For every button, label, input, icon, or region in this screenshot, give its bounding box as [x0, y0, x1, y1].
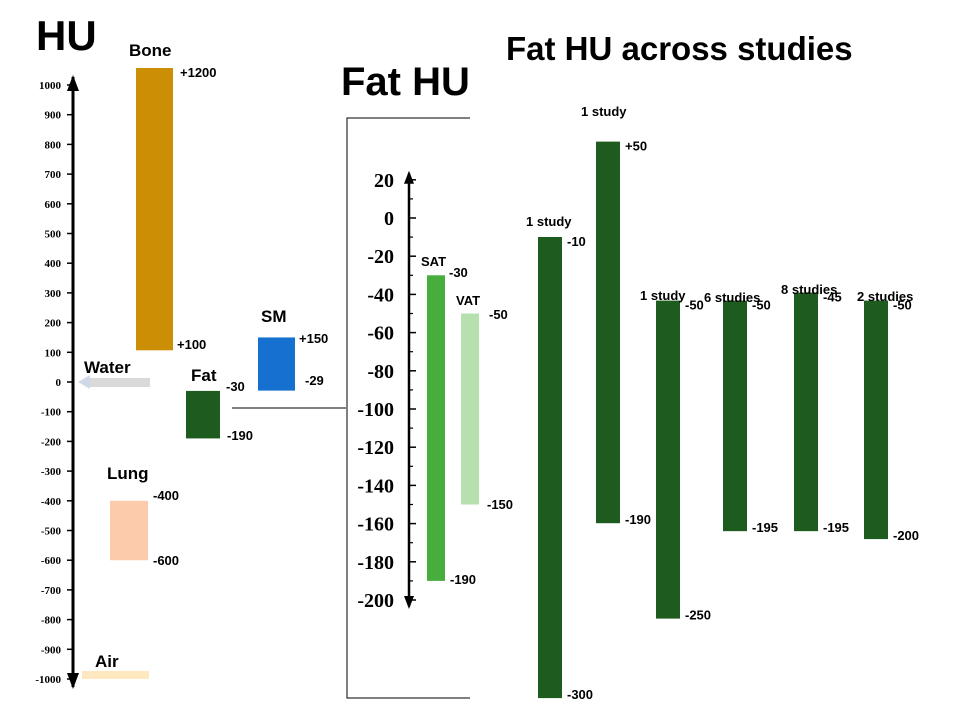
hu-tick-label: -600 [41, 555, 62, 567]
fat-axis-arrow-top [404, 170, 414, 184]
label-sm-high: +150 [299, 331, 328, 346]
bar-air [82, 671, 149, 679]
label-study-high: -45 [823, 290, 842, 305]
label-study-low: -195 [752, 520, 778, 535]
label-lung: Lung [107, 464, 149, 483]
fat-tick-label: 0 [384, 208, 394, 230]
hu-tick-label: -700 [41, 585, 62, 597]
label-water: Water [84, 358, 131, 377]
bar-bone [136, 68, 173, 351]
fat-tick-label: -20 [367, 246, 394, 268]
bar-study-6 [864, 300, 888, 540]
bar-sat [427, 275, 445, 581]
fat-tick-label: -140 [357, 475, 394, 497]
bar-vat [461, 313, 479, 505]
label-study-low: -250 [685, 608, 711, 623]
hu-axis-arrow-bottom [67, 673, 79, 689]
label-study-high: -50 [685, 298, 704, 313]
label-study-low: -200 [893, 528, 919, 543]
label-study-low: -300 [567, 687, 593, 702]
hu-tick-label: 800 [45, 139, 62, 151]
fat-tick-label: -180 [357, 552, 394, 574]
hu-tick-label: 300 [45, 288, 62, 300]
hu-tick-label: -500 [41, 526, 62, 538]
label-lung-low: -600 [153, 553, 179, 568]
hu-tick-label: -200 [41, 436, 62, 448]
bar-fat [186, 390, 220, 439]
hu-tick-label: -400 [41, 496, 62, 508]
bar-study-5 [794, 292, 818, 532]
hu-axis-arrow-top [67, 75, 79, 91]
hu-tick-label: 700 [45, 169, 62, 181]
label-study-high: -10 [567, 234, 586, 249]
label-study-name: 1 study [581, 104, 627, 119]
fat-tick-label: -120 [357, 437, 394, 459]
hu-tick-label: 1000 [39, 80, 62, 92]
across-studies-title: Fat HU across studies [506, 30, 853, 67]
label-bone-low: +100 [177, 337, 206, 352]
fat-tick-label: -60 [367, 323, 394, 345]
bar-study-4 [723, 300, 747, 532]
fat-tick-label: -80 [367, 361, 394, 383]
bar-study-1 [538, 237, 562, 699]
hu-tick-label: 500 [45, 229, 62, 241]
label-study-name: 6 studies [704, 290, 760, 305]
hu-tick-label: -800 [41, 615, 62, 627]
label-lung-high: -400 [153, 488, 179, 503]
label-fat-low: -190 [227, 428, 253, 443]
label-study-high: +50 [625, 139, 647, 154]
bar-water [88, 378, 150, 387]
label-vat-low: -150 [487, 497, 513, 512]
hu-tick-label: -900 [41, 644, 62, 656]
bracket [346, 117, 470, 699]
label-fat-high: -30 [226, 379, 245, 394]
hu-tick-label: 100 [45, 347, 62, 359]
label-bone: Bone [129, 41, 172, 60]
fat-tick-label: -200 [357, 590, 394, 612]
label-study-high: -50 [752, 298, 771, 313]
label-sat-high: -30 [449, 265, 468, 280]
hu-tick-label: -1000 [35, 674, 61, 686]
label-bone-high: +1200 [180, 65, 217, 80]
label-air: Air [95, 652, 119, 671]
hu-title: HU [36, 12, 97, 59]
hu-tick-label: -300 [41, 466, 62, 478]
hu-tick-label: 600 [45, 199, 62, 211]
bar-sm [258, 337, 295, 391]
label-sm: SM [261, 307, 287, 326]
label-sm-low: -29 [305, 373, 324, 388]
fat-axis-arrow-bottom [404, 596, 414, 609]
label-fat: Fat [191, 366, 217, 385]
label-study-high: -50 [893, 298, 912, 313]
hu-tick-label: 0 [56, 377, 62, 389]
label-study-low: -195 [823, 520, 849, 535]
label-study-name: 1 study [640, 288, 686, 303]
fat-tick-label: -160 [357, 514, 394, 536]
label-sat: SAT [421, 254, 446, 269]
fat-tick-label: 20 [374, 170, 394, 192]
label-study-low: -190 [625, 512, 651, 527]
label-sat-low: -190 [450, 572, 476, 587]
hu-tick-label: 400 [45, 258, 62, 270]
hu-tick-label: 200 [45, 318, 62, 330]
label-study-name: 8 studies [781, 282, 837, 297]
fat-tick-label: -40 [367, 284, 394, 306]
label-vat: VAT [456, 293, 480, 308]
hu-tick-label: -100 [41, 407, 62, 419]
water-arrow-head [78, 375, 90, 389]
hu-tick-label: 900 [45, 110, 62, 122]
fat-hu-title: Fat HU [341, 60, 470, 104]
bar-study-3 [656, 300, 680, 619]
bar-lung [110, 500, 148, 561]
fat-tick-label: -100 [357, 399, 394, 421]
bar-study-2 [596, 141, 620, 524]
label-study-name: 2 studies [857, 289, 913, 304]
label-study-name: 1 study [526, 214, 572, 229]
label-vat-high: -50 [489, 307, 508, 322]
